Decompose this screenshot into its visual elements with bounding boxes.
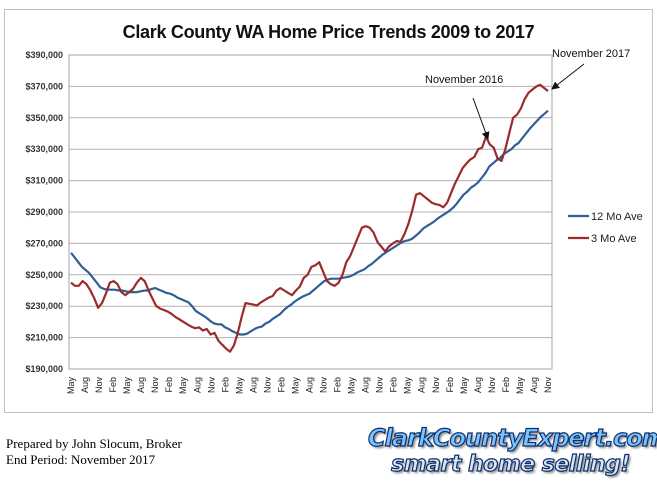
x-tick-label: Nov — [543, 377, 553, 394]
x-tick-label: Feb — [445, 377, 455, 393]
chart-frame — [4, 9, 653, 413]
logo-site-name: ClarkCountyExpert.com — [367, 423, 657, 452]
plot-area — [68, 54, 553, 370]
y-tick-label: $210,000 — [25, 333, 63, 343]
x-tick-label: Aug — [417, 377, 427, 393]
x-tick-label: Nov — [487, 377, 497, 394]
x-tick-label: Feb — [389, 377, 399, 393]
y-tick-label: $390,000 — [25, 50, 63, 60]
x-tick-label: May — [403, 377, 413, 395]
x-tick-label: May — [515, 377, 525, 395]
x-tick-label: Nov — [206, 377, 216, 394]
annotation-nov-2016: November 2016 — [425, 74, 503, 86]
y-tick-label: $230,000 — [25, 301, 63, 311]
brand-logo[interactable]: ClarkCountyExpert.com smart home selling… — [367, 423, 657, 478]
y-tick-label: $310,000 — [25, 176, 63, 186]
x-tick-label: Aug — [80, 377, 90, 393]
y-tick-label: $270,000 — [25, 238, 63, 248]
y-tick-label: $330,000 — [25, 144, 63, 154]
legend-label: 12 Mo Ave — [591, 211, 643, 223]
x-tick-label: Nov — [431, 377, 441, 394]
x-tick-label: May — [459, 377, 469, 395]
y-tick-label: $250,000 — [25, 270, 63, 280]
x-tick-label: Nov — [319, 377, 329, 394]
x-tick-label: Nov — [150, 377, 160, 394]
x-tick-label: Aug — [136, 377, 146, 393]
x-tick-label: Feb — [333, 377, 343, 393]
x-tick-label: Aug — [529, 377, 539, 393]
chart-title: Clark County WA Home Price Trends 2009 t… — [122, 22, 535, 42]
logo-tagline: smart home selling! — [391, 451, 631, 477]
x-tick-label: Nov — [375, 377, 385, 394]
x-tick-label: Nov — [94, 377, 104, 394]
x-axis: May Aug Nov Feb May Aug Nov Feb May Aug Nov Feb May A… — [66, 377, 553, 395]
annotation-nov-2017: November 2017 — [552, 48, 630, 60]
prepared-by: Prepared by John Slocum, Broker — [6, 436, 182, 451]
y-tick-label: $190,000 — [25, 364, 63, 374]
x-tick-label: Feb — [108, 377, 118, 393]
x-tick-label: May — [290, 377, 300, 395]
x-tick-label: Nov — [262, 377, 272, 394]
x-tick-label: Aug — [361, 377, 371, 393]
legend-label: 3 Mo Ave — [591, 233, 637, 245]
arrow-nov-2016-icon — [472, 97, 490, 140]
gridlines — [69, 85, 552, 339]
series-line-12-mo-ave — [70, 109, 549, 336]
end-period: End Period: November 2017 — [6, 452, 156, 467]
x-tick-label: Feb — [276, 377, 286, 393]
series-lines — [70, 83, 549, 353]
x-tick-label: Feb — [220, 377, 230, 393]
y-tick-label: $290,000 — [25, 207, 63, 217]
x-tick-label: Aug — [192, 377, 202, 393]
x-tick-label: Feb — [501, 377, 511, 393]
x-tick-label: Feb — [164, 377, 174, 393]
y-tick-label: $350,000 — [25, 113, 63, 123]
x-tick-label: Aug — [305, 377, 315, 393]
x-tick-label: May — [122, 377, 132, 395]
line-chart: $390,000 $370,000 $350,000 $330,000 $310,000… — [25, 48, 643, 395]
series-line-3-mo-ave — [70, 83, 549, 353]
x-tick-label: May — [66, 377, 76, 395]
x-tick-label: May — [178, 377, 188, 395]
footer-attribution: Prepared by John Slocum, Broker End Peri… — [6, 436, 182, 468]
x-tick-label: Aug — [473, 377, 483, 393]
x-tick-label: May — [347, 377, 357, 395]
x-tick-label: May — [234, 377, 244, 395]
legend: 12 Mo Ave 3 Mo Ave — [568, 211, 643, 245]
arrow-nov-2017-icon — [551, 63, 585, 90]
y-axis: $390,000 $370,000 $350,000 $330,000 $310,000… — [25, 50, 63, 374]
annotations: November 2016 November 2017 — [425, 48, 630, 140]
x-tick-label: Aug — [248, 377, 258, 393]
y-tick-label: $370,000 — [25, 81, 63, 91]
